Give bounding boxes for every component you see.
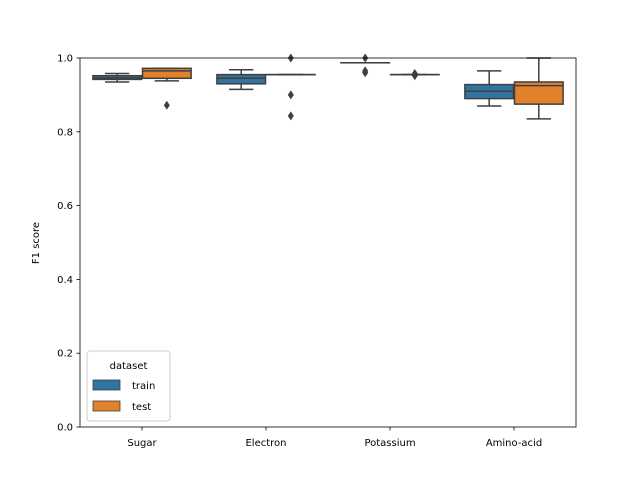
box-train-potassium <box>340 53 391 78</box>
y-tick-label: 0.2 <box>57 349 73 360</box>
y-tick-label: 1.0 <box>57 54 73 65</box>
outlier-point <box>287 111 294 121</box>
outlier-point <box>362 68 369 78</box>
x-tick-label: Amino-acid <box>486 438 542 449</box>
legend: dataset train test <box>86 350 171 422</box>
x-tick-label: Sugar <box>127 438 157 449</box>
box-test-amino-acid <box>513 57 564 120</box>
legend-swatch-train <box>92 379 121 391</box>
box-body <box>513 81 564 105</box>
legend-label-test: test <box>132 402 151 413</box>
x-tick-label: Electron <box>245 438 286 449</box>
plot-area <box>92 53 564 121</box>
legend-swatch-test <box>92 400 121 412</box>
x-tick-label: Potassium <box>364 438 415 449</box>
axes-frame <box>79 57 577 428</box>
outlier-point <box>287 90 294 100</box>
y-tick-label: 0.6 <box>57 201 73 212</box>
box-test-electron <box>265 53 316 121</box>
y-tick-label: 0.8 <box>57 127 73 138</box>
box-train-electron <box>216 69 267 91</box>
box-test-sugar <box>141 67 192 110</box>
box-test-potassium <box>389 68 440 81</box>
y-axis-label: F1 score <box>31 222 42 264</box>
legend-label-train: train <box>132 381 155 392</box>
legend-title: dataset <box>110 361 148 372</box>
y-tick-label: 0.4 <box>57 275 73 286</box>
outlier-point <box>163 100 170 110</box>
box-train-amino-acid <box>464 70 515 107</box>
box-train-sugar <box>92 72 143 83</box>
axes: 0.0 0.2 0.4 0.6 0.8 1.0 Sugar Electron Potassium… <box>57 54 577 449</box>
box-body <box>216 73 267 85</box>
outlier-point <box>411 71 418 81</box>
box-body <box>141 67 192 80</box>
y-tick-label: 0.0 <box>57 423 73 434</box>
